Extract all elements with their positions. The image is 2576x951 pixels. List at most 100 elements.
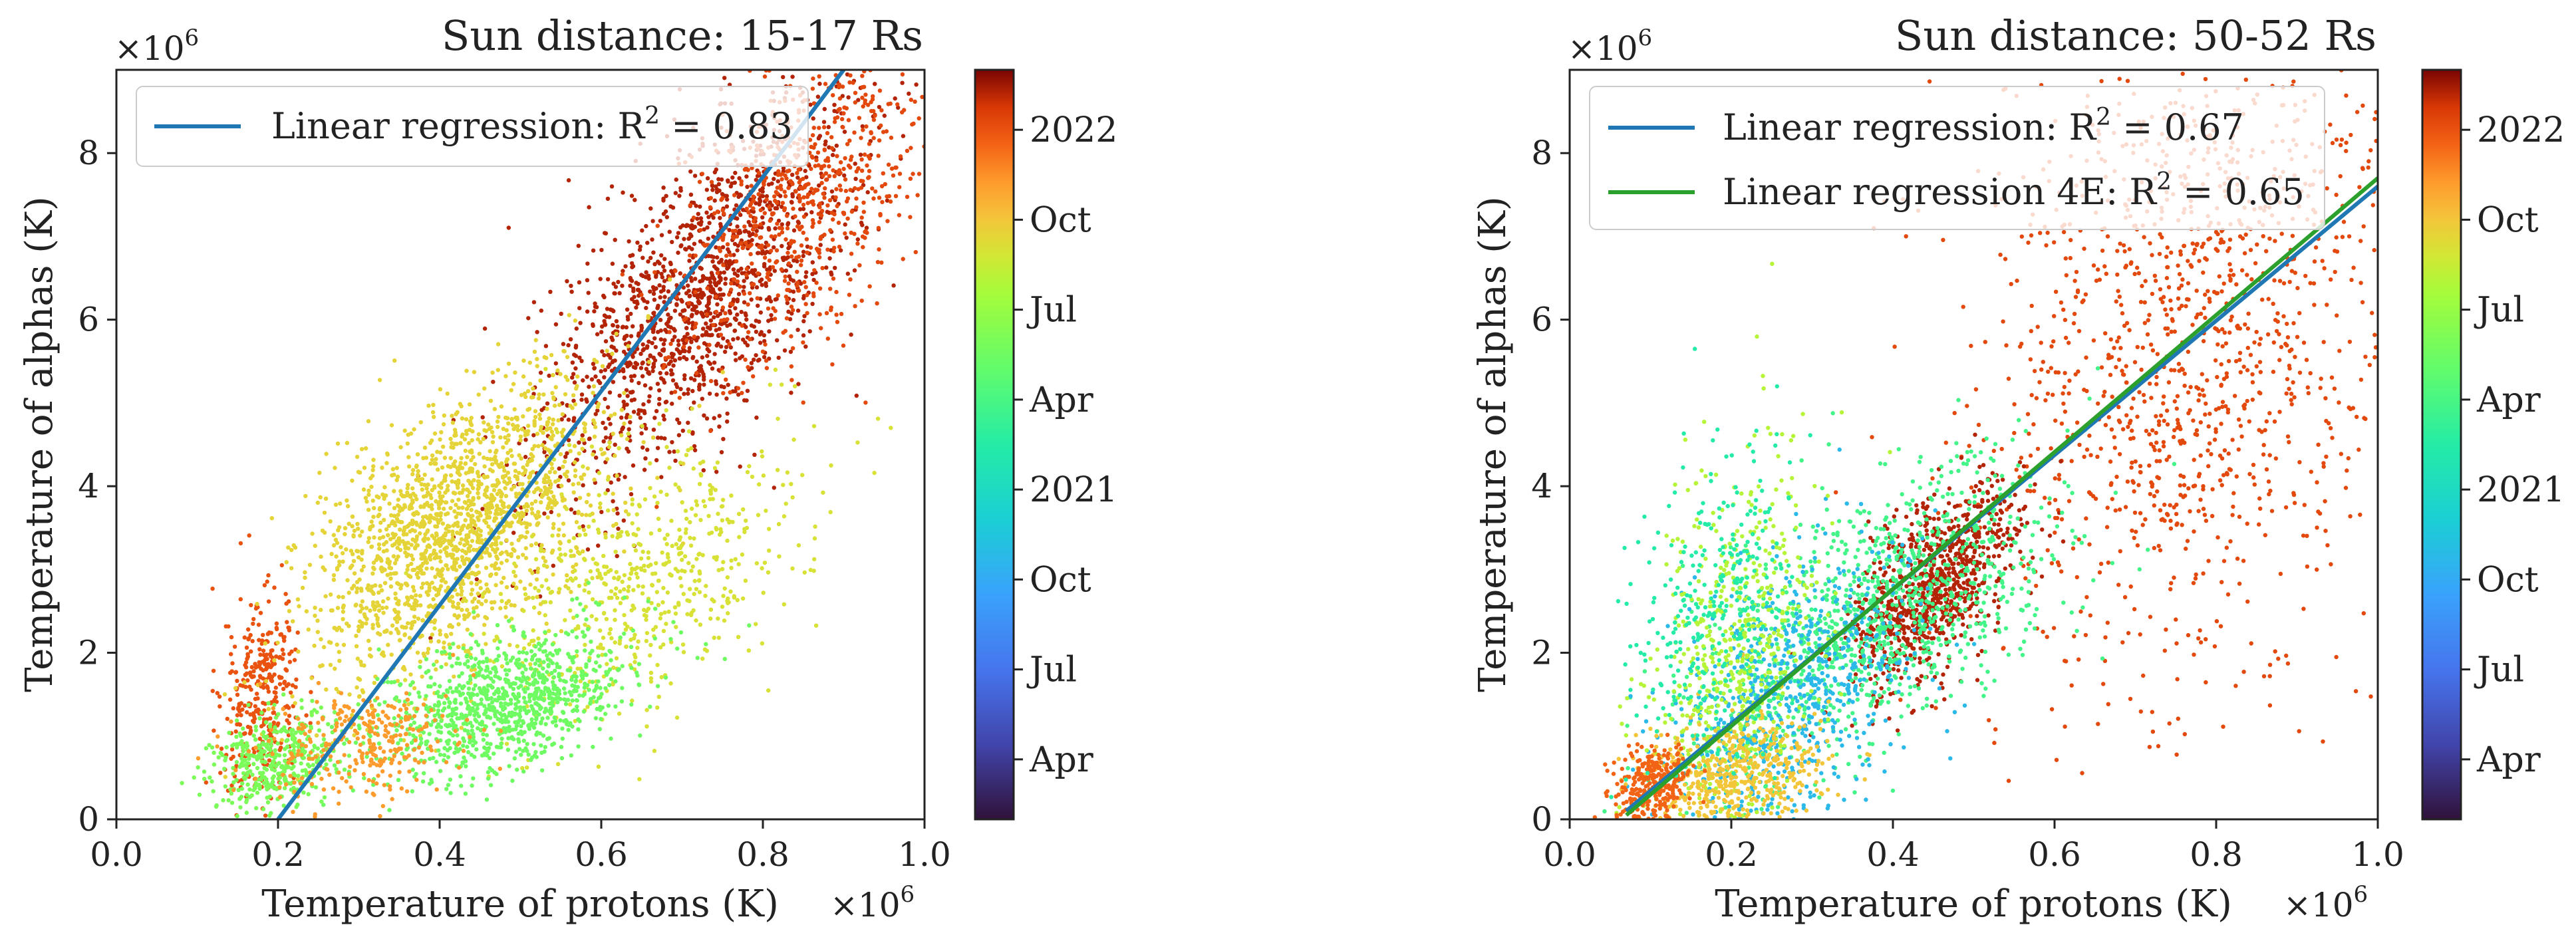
data-point — [667, 229, 672, 234]
data-point — [691, 608, 696, 612]
data-point — [505, 416, 510, 420]
data-point — [705, 276, 710, 281]
data-point — [535, 330, 539, 335]
data-point — [758, 310, 764, 315]
data-point — [732, 277, 737, 282]
data-point — [704, 416, 710, 421]
data-point — [395, 581, 400, 585]
data-point — [905, 194, 910, 200]
data-point — [816, 163, 821, 168]
data-point — [729, 493, 734, 498]
data-point — [776, 169, 781, 174]
data-point — [641, 584, 645, 589]
data-point — [702, 413, 706, 418]
data-point — [515, 475, 519, 479]
data-point — [688, 203, 693, 207]
data-point — [483, 503, 488, 508]
data-point — [834, 313, 839, 317]
data-point — [496, 342, 501, 346]
data-point — [625, 394, 630, 398]
data-point — [897, 172, 903, 176]
data-point — [701, 499, 706, 503]
data-point — [405, 524, 410, 529]
data-point — [318, 495, 323, 499]
data-point — [812, 557, 817, 562]
data-point — [880, 200, 885, 204]
data-point — [795, 308, 801, 313]
data-point — [573, 345, 578, 350]
data-point — [756, 251, 760, 255]
data-point — [593, 412, 598, 416]
data-point — [689, 314, 694, 319]
data-point — [547, 470, 552, 474]
data-point — [669, 390, 674, 395]
data-point — [864, 124, 869, 129]
data-point — [683, 508, 688, 513]
data-point — [760, 251, 765, 256]
data-point — [772, 269, 778, 273]
data-point — [408, 493, 413, 498]
data-point — [676, 339, 681, 343]
data-point — [456, 644, 461, 649]
data-point — [339, 545, 343, 549]
data-point — [444, 500, 449, 505]
data-point — [494, 583, 498, 587]
data-point — [622, 403, 627, 408]
data-point — [615, 474, 619, 478]
data-point — [573, 576, 578, 581]
data-point — [877, 104, 882, 110]
data-point — [249, 674, 255, 680]
data-point — [441, 444, 446, 449]
data-point — [674, 624, 678, 629]
data-point — [619, 529, 624, 535]
data-point — [633, 360, 638, 365]
data-point — [313, 543, 317, 548]
data-point — [603, 396, 607, 402]
data-point — [585, 547, 591, 552]
data-point — [861, 200, 866, 205]
data-point — [754, 285, 760, 290]
data-point — [761, 473, 766, 478]
data-point — [255, 692, 259, 696]
data-point — [767, 329, 772, 334]
data-point — [708, 280, 713, 285]
data-point — [521, 472, 525, 477]
data-point — [398, 489, 403, 493]
data-point — [682, 376, 687, 382]
data-point — [344, 547, 349, 552]
data-point — [900, 80, 905, 85]
data-point — [541, 563, 547, 568]
data-point — [282, 638, 287, 643]
data-point — [535, 364, 539, 368]
data-point — [714, 328, 718, 333]
data-point — [465, 614, 470, 619]
data-point — [430, 533, 434, 538]
data-point — [450, 595, 454, 599]
data-point — [599, 369, 603, 374]
data-point — [688, 520, 692, 525]
data-point — [661, 196, 666, 201]
data-point — [616, 279, 621, 285]
data-point — [714, 392, 719, 397]
data-point — [745, 343, 750, 348]
data-point — [664, 215, 669, 219]
data-point — [428, 639, 434, 644]
data-point — [591, 390, 595, 395]
data-point — [280, 647, 285, 652]
data-point — [376, 603, 382, 608]
data-point — [749, 323, 754, 328]
data-point — [351, 534, 356, 539]
data-point — [689, 506, 694, 511]
data-point — [470, 513, 475, 518]
data-point — [237, 702, 241, 706]
data-point — [511, 382, 516, 386]
data-point — [595, 332, 600, 337]
data-point — [590, 680, 595, 684]
data-point — [704, 210, 709, 215]
data-point — [688, 253, 692, 258]
data-point — [533, 409, 538, 414]
data-point — [231, 706, 235, 711]
data-point — [682, 344, 686, 349]
data-point — [438, 517, 443, 522]
data-point — [450, 565, 454, 570]
